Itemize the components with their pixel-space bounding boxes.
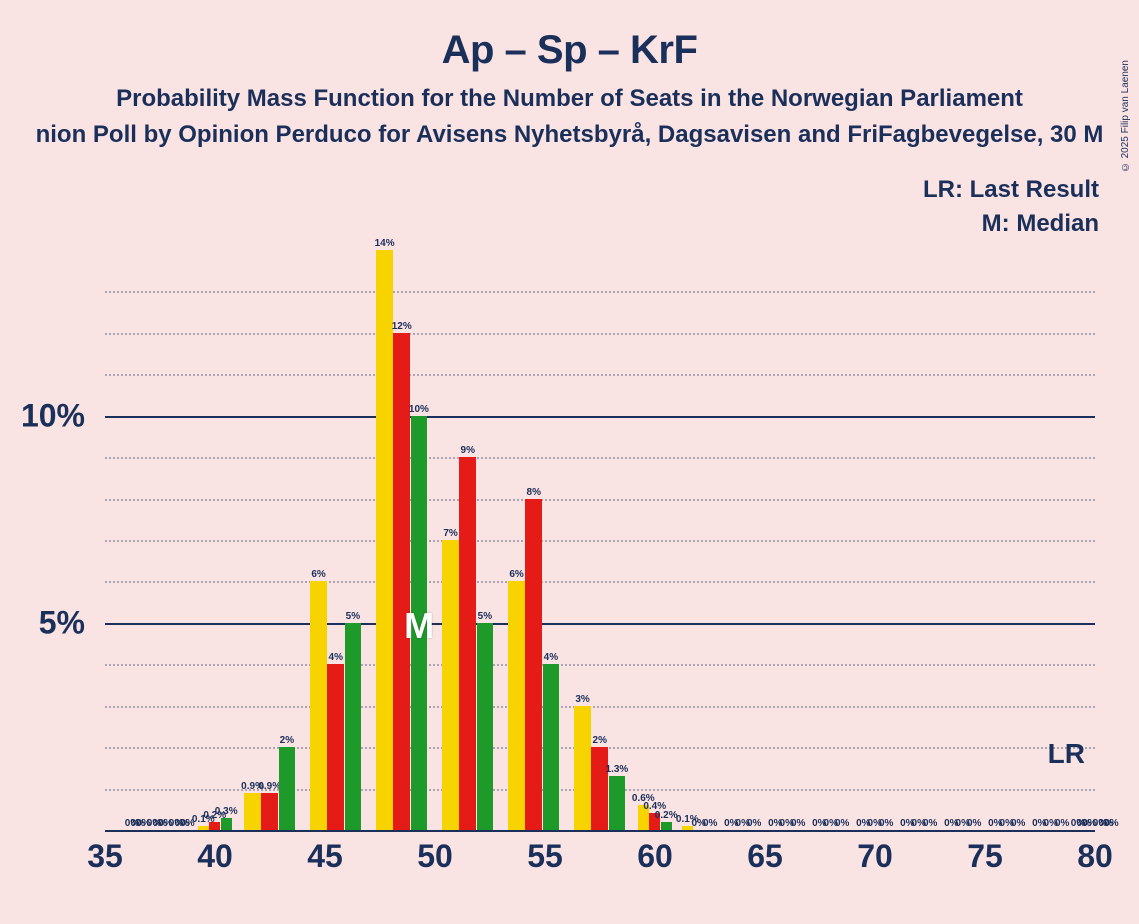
bar-value-label: 2% — [280, 735, 294, 746]
legend-lr: LR: Last Result — [923, 176, 1099, 204]
bar-value-label: 4% — [544, 652, 558, 663]
x-axis-label: 60 — [637, 838, 673, 875]
bar-value-label: 0% — [879, 818, 893, 829]
bar: 5% — [345, 623, 362, 830]
bar: 0.9% — [261, 793, 278, 830]
x-axis-label: 75 — [967, 838, 1003, 875]
bar-value-label: 0.2% — [655, 810, 678, 821]
bar-value-label: 4% — [329, 652, 343, 663]
x-axis-label: 70 — [857, 838, 893, 875]
chart-subsubtitle: nion Poll by Opinion Perduco for Avisens… — [0, 121, 1139, 149]
x-axis-label: 35 — [87, 838, 123, 875]
bar-value-label: 0% — [1104, 818, 1118, 829]
bar-value-label: 0% — [967, 818, 981, 829]
bar-value-label: 12% — [392, 321, 412, 332]
bar: 0.3% — [221, 818, 232, 830]
bar-value-label: 6% — [311, 569, 325, 580]
copyright-label: © 2025 Filip van Laenen — [1120, 60, 1131, 172]
bar-value-label: 2% — [593, 735, 607, 746]
lr-marker: LR — [1048, 738, 1085, 770]
bar: 9% — [459, 457, 476, 830]
bar: 6% — [508, 581, 525, 830]
bar: 0.2% — [209, 822, 220, 830]
bar: 14% — [376, 250, 393, 830]
bar-value-label: 0% — [1011, 818, 1025, 829]
bar-value-label: 0% — [835, 818, 849, 829]
x-axis-label: 65 — [747, 838, 783, 875]
bars-container: 0%0%0%0%0%0%0%0%0%0.1%0.2%0.3%0.9%0.9%2%… — [105, 250, 1095, 830]
bar-value-label: 9% — [461, 445, 475, 456]
bar-value-label: 3% — [575, 694, 589, 705]
bar: 1.3% — [609, 776, 626, 830]
bar: 7% — [442, 540, 459, 830]
x-axis-label: 80 — [1077, 838, 1113, 875]
bar: 6% — [310, 581, 327, 830]
bar: 4% — [543, 664, 560, 830]
median-marker: M — [404, 605, 434, 647]
y-axis-label: 5% — [39, 604, 105, 641]
bar-value-label: 6% — [509, 569, 523, 580]
x-axis-label: 45 — [307, 838, 343, 875]
bar-value-label: 1.3% — [606, 764, 629, 775]
legend: LR: Last Result M: Median — [923, 176, 1099, 244]
bar-value-label: 8% — [527, 487, 541, 498]
x-axis-label: 50 — [417, 838, 453, 875]
bar-value-label: 0% — [703, 818, 717, 829]
bar: 3% — [574, 706, 591, 830]
x-axis-baseline — [105, 830, 1095, 832]
bar-value-label: 5% — [346, 611, 360, 622]
bar-value-label: 0% — [923, 818, 937, 829]
bar-value-label: 10% — [409, 404, 429, 415]
bar: 12% — [393, 333, 410, 830]
x-axis-label: 55 — [527, 838, 563, 875]
bar: 2% — [279, 747, 296, 830]
bar-value-label: 0% — [1055, 818, 1069, 829]
chart-title: Ap – Sp – KrF — [0, 0, 1139, 73]
bar-value-label: 14% — [375, 238, 395, 249]
bar: 0.2% — [661, 822, 672, 830]
bar-value-label: 0.3% — [215, 806, 238, 817]
bar: 2% — [591, 747, 608, 830]
bar: 5% — [477, 623, 494, 830]
legend-median: M: Median — [923, 210, 1099, 238]
x-axis-label: 40 — [197, 838, 233, 875]
bar-value-label: 0% — [791, 818, 805, 829]
bar-value-label: 5% — [478, 611, 492, 622]
bar-value-label: 0% — [747, 818, 761, 829]
bar-value-label: 7% — [443, 528, 457, 539]
bar: 0.1% — [198, 826, 209, 830]
y-axis-label: 10% — [21, 397, 105, 434]
bar: 8% — [525, 499, 542, 830]
bar: 4% — [327, 664, 344, 830]
chart-subtitle: Probability Mass Function for the Number… — [0, 85, 1139, 113]
plot-area: 5%10% 0%0%0%0%0%0%0%0%0%0.1%0.2%0.3%0.9%… — [105, 250, 1095, 830]
bar: 0.9% — [244, 793, 261, 830]
